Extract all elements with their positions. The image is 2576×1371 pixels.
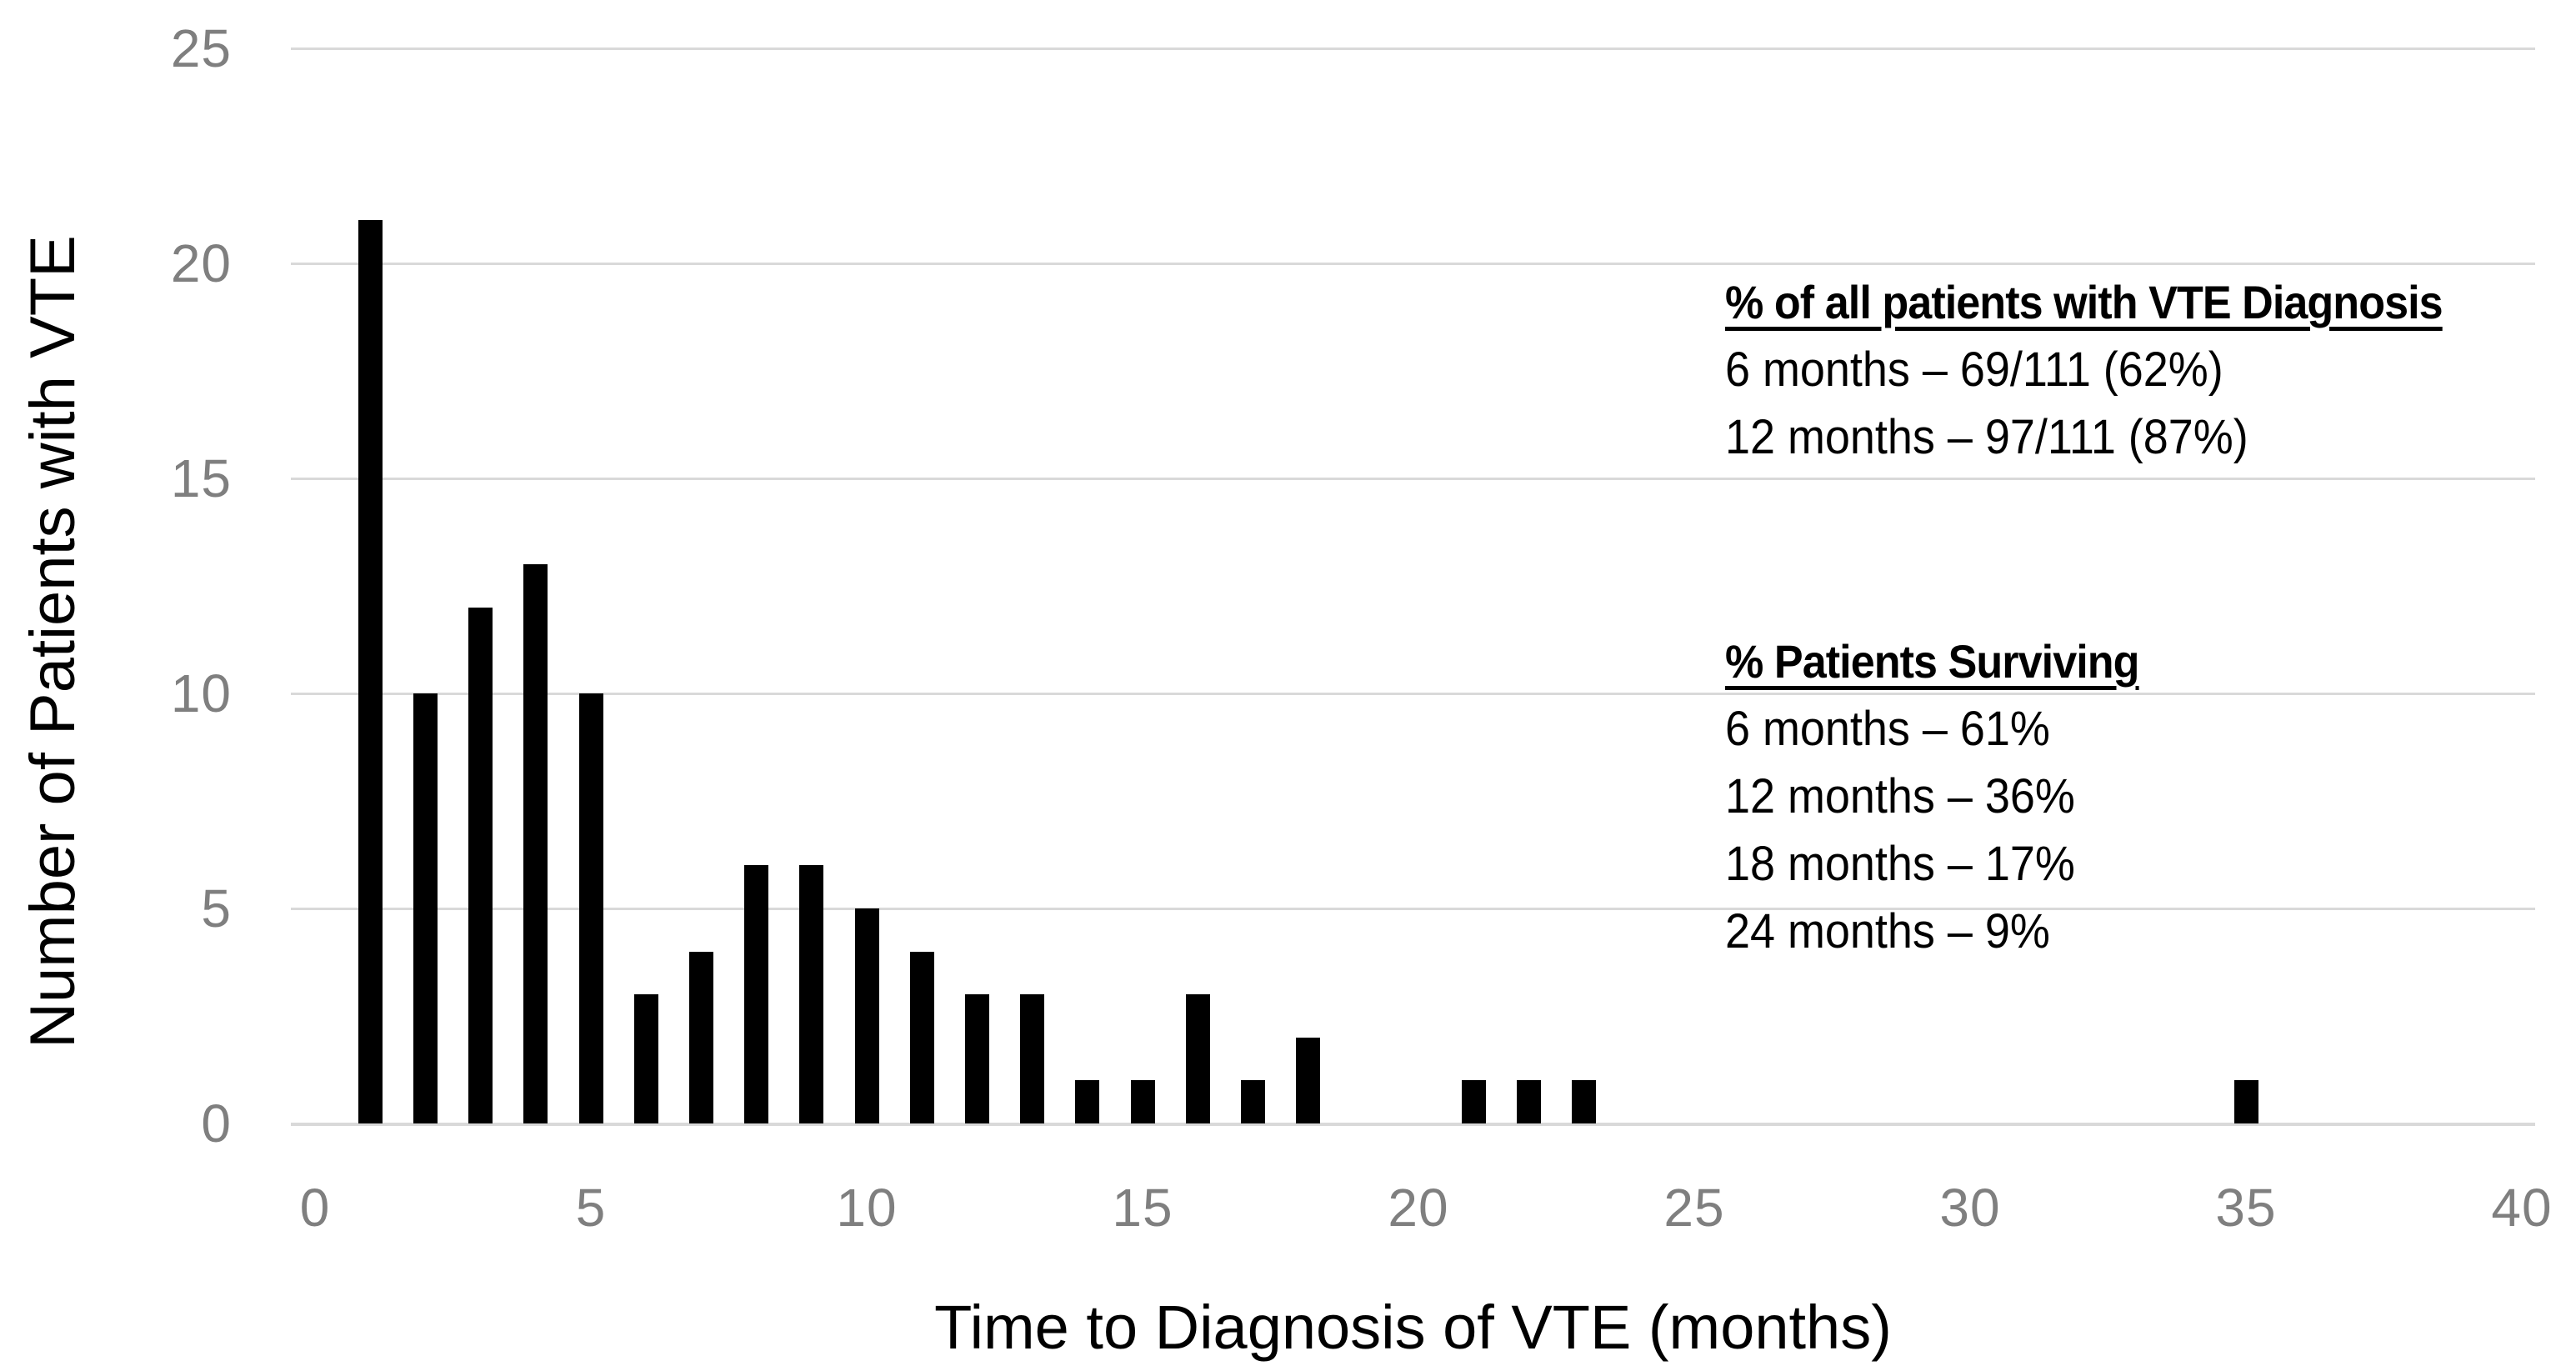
y-tick-label-5: 5 bbox=[201, 878, 232, 938]
gridline-y-5 bbox=[291, 908, 2535, 910]
bar-month-1 bbox=[358, 220, 383, 1123]
x-tick-label-20: 20 bbox=[1388, 1178, 1449, 1238]
bar-month-5 bbox=[578, 693, 603, 1123]
annotation-vte-diagnosis: % of all patients with VTE Diagnosis 6 m… bbox=[1725, 268, 2576, 471]
y-tick-label-0: 0 bbox=[201, 1093, 232, 1153]
bar-month-21 bbox=[1461, 1080, 1486, 1123]
annotation-patients-surviving: % Patients Surviving 6 months – 61% 12 m… bbox=[1725, 628, 2576, 965]
bar-month-3 bbox=[468, 607, 493, 1123]
bar-month-17 bbox=[1240, 1080, 1265, 1123]
x-tick-label-0: 0 bbox=[299, 1178, 331, 1238]
y-tick-label-15: 15 bbox=[170, 448, 232, 508]
x-axis-line bbox=[291, 1123, 2535, 1126]
annotation-vte-diagnosis-heading: % of all patients with VTE Diagnosis bbox=[1725, 276, 2443, 328]
bar-month-11 bbox=[909, 951, 934, 1123]
annotation-patients-surviving-line: 12 months – 36% bbox=[1725, 769, 2075, 823]
annotation-patients-surviving-line: 6 months – 61% bbox=[1725, 702, 2050, 756]
bar-month-4 bbox=[523, 564, 548, 1123]
x-tick-label-25: 25 bbox=[1663, 1178, 1725, 1238]
x-tick-label-35: 35 bbox=[2215, 1178, 2277, 1238]
gridline-y-20 bbox=[291, 263, 2535, 265]
annotation-vte-diagnosis-line: 12 months – 97/111 (87%) bbox=[1725, 410, 2248, 464]
annotation-patients-surviving-heading: % Patients Surviving bbox=[1725, 635, 2139, 688]
annotation-patients-surviving-line: 18 months – 17% bbox=[1725, 837, 2075, 891]
x-axis-title: Time to Diagnosis of VTE (months) bbox=[934, 1293, 1892, 1362]
bar-month-14 bbox=[1075, 1080, 1100, 1123]
x-tick-label-40: 40 bbox=[2491, 1178, 2553, 1238]
bar-month-8 bbox=[744, 865, 769, 1123]
y-tick-label-20: 20 bbox=[170, 233, 232, 293]
y-tick-label-10: 10 bbox=[170, 663, 232, 723]
x-tick-label-5: 5 bbox=[575, 1178, 607, 1238]
bar-month-16 bbox=[1185, 994, 1210, 1123]
annotation-vte-diagnosis-line: 6 months – 69/111 (62%) bbox=[1725, 343, 2223, 397]
bar-month-7 bbox=[688, 951, 713, 1123]
bar-month-9 bbox=[799, 865, 824, 1123]
bar-month-23 bbox=[1572, 1080, 1597, 1123]
y-tick-label-25: 25 bbox=[170, 18, 232, 78]
gridline-y-25 bbox=[291, 48, 2535, 50]
bar-month-10 bbox=[854, 908, 879, 1123]
x-tick-label-30: 30 bbox=[1939, 1178, 2001, 1238]
bar-month-18 bbox=[1296, 1037, 1321, 1123]
bar-month-35 bbox=[2233, 1080, 2258, 1123]
gridline-y-10 bbox=[291, 693, 2535, 695]
bar-month-22 bbox=[1516, 1080, 1541, 1123]
bar-month-13 bbox=[1020, 994, 1045, 1123]
annotation-patients-surviving-line: 24 months – 9% bbox=[1725, 904, 2050, 958]
gridline-y-15 bbox=[291, 478, 2535, 480]
bar-month-15 bbox=[1130, 1080, 1155, 1123]
bar-month-6 bbox=[633, 994, 658, 1123]
x-tick-label-10: 10 bbox=[836, 1178, 898, 1238]
bar-month-2 bbox=[413, 693, 438, 1123]
bar-month-12 bbox=[964, 994, 989, 1123]
x-tick-label-15: 15 bbox=[1112, 1178, 1173, 1238]
